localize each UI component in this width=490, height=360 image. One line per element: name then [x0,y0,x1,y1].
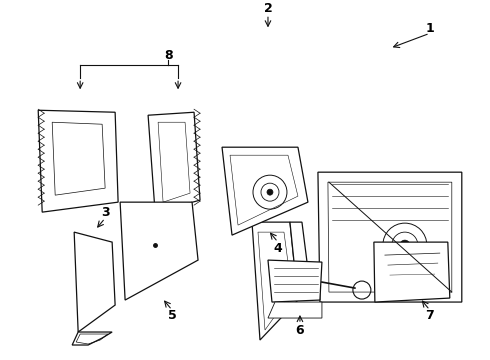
Text: 7: 7 [425,309,434,321]
Polygon shape [148,112,200,212]
Text: 5: 5 [168,309,176,321]
Polygon shape [268,302,322,318]
Text: 6: 6 [295,324,304,337]
Text: 3: 3 [101,206,109,219]
Circle shape [400,240,410,250]
Polygon shape [38,110,118,212]
Polygon shape [120,202,198,300]
Polygon shape [74,232,115,332]
Text: 1: 1 [425,22,434,35]
Polygon shape [252,222,298,340]
Polygon shape [222,147,308,235]
Text: 4: 4 [273,242,282,255]
Text: 2: 2 [264,2,272,15]
Polygon shape [318,172,462,302]
Polygon shape [290,222,310,300]
Text: 8: 8 [164,49,172,62]
Polygon shape [374,242,450,302]
Circle shape [267,189,273,195]
Polygon shape [268,260,322,302]
Polygon shape [72,332,112,345]
